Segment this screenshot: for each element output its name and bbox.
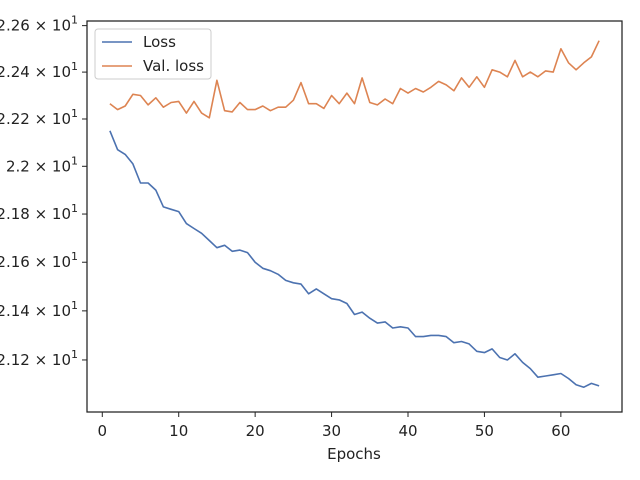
x-tick-label: 10 [169,422,188,440]
y-tick-label: 2.18 × 101 [0,202,78,223]
y-tick-label: 2.26 × 101 [0,14,78,35]
x-tick-label: 30 [322,422,341,440]
y-tick-exponent: 1 [71,250,78,263]
y-tick-exponent: 1 [71,107,78,120]
legend-label-1: Loss [143,33,176,51]
x-tick-label: 0 [98,422,108,440]
x-tick-label: 50 [475,422,494,440]
y-tick-label: 2.14 × 101 [0,299,78,320]
x-tick-label: 40 [398,422,417,440]
y-tick-exponent: 1 [71,202,78,215]
y-tick-label: 2.24 × 101 [0,60,78,81]
x-axis-title: Epochs [327,445,381,463]
axes-frame [86,20,623,413]
y-tick-exponent: 1 [71,60,78,73]
y-tick-exponent: 1 [71,299,78,312]
y-tick-label: 2.12 × 101 [0,348,78,369]
y-tick-exponent: 1 [71,348,78,361]
legend: Loss Val. loss [94,28,212,80]
y-tick-exponent: 1 [71,14,78,27]
x-tick-label: 60 [551,422,570,440]
axes: 0 10 20 30 40 50 60 2.12 × 101 2.14 × 101 2.16 × … [0,14,623,440]
legend-label-2: Val. loss [143,57,204,75]
x-tick-label: 20 [246,422,265,440]
y-tick-exponent: 1 [71,154,78,167]
series-line-2 [109,40,600,119]
plot-area [109,40,600,389]
series-line-1 [109,130,600,389]
y-tick-label: 2.16 × 101 [0,250,78,271]
y-tick-label: 2.22 × 101 [0,107,78,128]
y-tick-label: 2.2 × 101 [6,154,78,175]
